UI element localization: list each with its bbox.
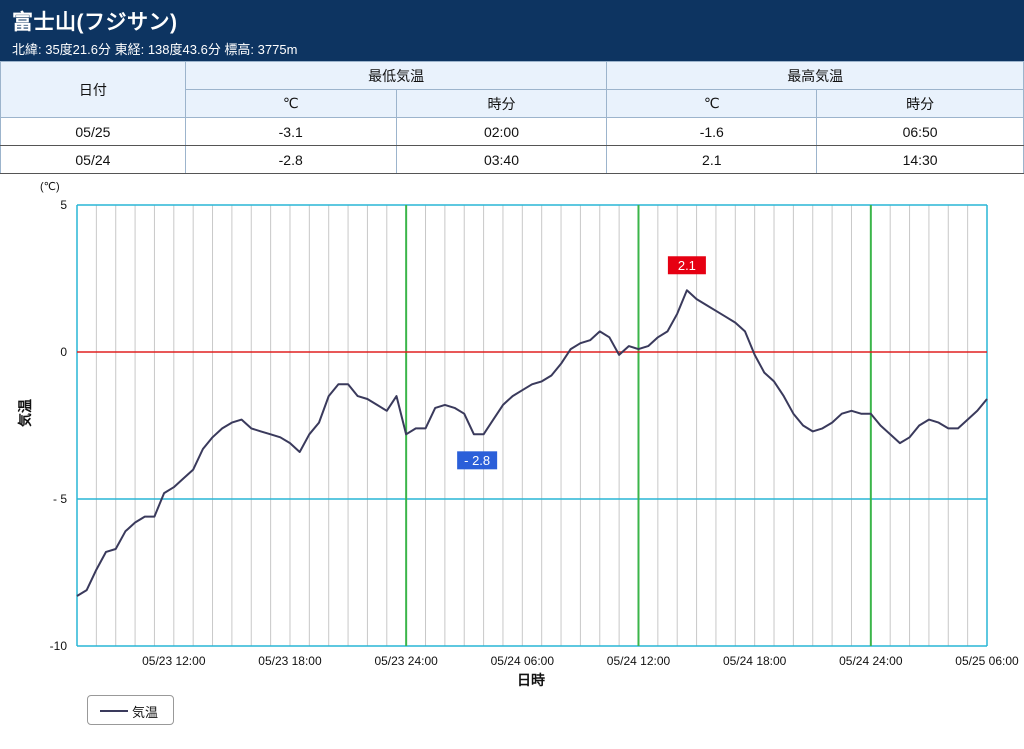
max-temp-label: 2.1 [678, 258, 696, 273]
table-row: 05/25 -3.1 02:00 -1.6 06:50 [0, 117, 1024, 146]
min-time-header: 時分 [395, 89, 608, 118]
x-tick-label: 05/23 12:00 [142, 654, 206, 668]
x-tick-label: 05/23 24:00 [374, 654, 438, 668]
temperature-chart-area: 5 0 - 5 -10 05/23 12:00 05/23 18:00 05/23 24:0… [0, 175, 1024, 749]
x-tick-label: 05/25 06:00 [955, 654, 1019, 668]
station-location: 北緯: 35度21.6分 東経: 138度43.6分 標高: 3775m [12, 42, 298, 57]
min-temp-label: - 2.8 [464, 453, 490, 468]
y-tick-label: 0 [60, 345, 67, 359]
row-max-temp: 2.1 [606, 145, 818, 174]
x-axis-label: 日時 [517, 672, 545, 688]
row-date: 05/24 [0, 145, 186, 174]
x-tick-label: 05/24 24:00 [839, 654, 903, 668]
max-temp-badge [667, 256, 706, 275]
row-min-temp: -3.1 [184, 117, 397, 146]
row-max-time: 06:50 [816, 117, 1024, 146]
date-header: 日付 [0, 61, 186, 118]
row-date: 05/25 [0, 117, 186, 146]
y-tick-label: - 5 [53, 492, 67, 506]
x-tick-label: 05/24 06:00 [491, 654, 555, 668]
page-header: 富士山(フジサン) 北緯: 35度21.6分 東経: 138度43.6分 標高:… [0, 0, 1024, 61]
row-max-temp: -1.6 [606, 117, 818, 146]
row-max-time: 14:30 [816, 145, 1024, 174]
temperature-summary-table: 日付 最低気温 最高気温 ℃ 時分 ℃ 時分 05/25 -3.1 02:00 … [0, 61, 1024, 174]
x-tick-label: 05/24 18:00 [723, 654, 787, 668]
station-title: 富士山(フジサン) [12, 11, 178, 34]
chart-legend[interactable]: 気温 [87, 695, 174, 725]
y-tick-label: -10 [50, 639, 68, 653]
row-min-time: 02:00 [395, 117, 608, 146]
min-celsius-header: ℃ [184, 89, 397, 118]
x-tick-label: 05/24 12:00 [607, 654, 671, 668]
row-min-time: 03:40 [395, 145, 608, 174]
temperature-chart: 5 0 - 5 -10 05/23 12:00 05/23 18:00 05/23 24:0… [17, 181, 1019, 688]
max-celsius-header: ℃ [606, 89, 818, 118]
table-row: 05/24 -2.8 03:40 2.1 14:30 [0, 145, 1024, 174]
max-time-header: 時分 [816, 89, 1024, 118]
y-unit-label: (℃) [40, 181, 60, 193]
min-temp-header: 最低気温 [184, 61, 608, 90]
temperature-series-line [76, 289, 988, 597]
legend-swatch [100, 710, 128, 712]
y-axis-label: 気温 [17, 399, 33, 427]
legend-label-temperature: 気温 [132, 705, 159, 720]
min-temp-badge [457, 451, 498, 470]
max-temp-header: 最高気温 [606, 61, 1024, 90]
y-tick-label: 5 [60, 198, 67, 212]
x-tick-label: 05/23 18:00 [258, 654, 322, 668]
row-min-temp: -2.8 [184, 145, 397, 174]
